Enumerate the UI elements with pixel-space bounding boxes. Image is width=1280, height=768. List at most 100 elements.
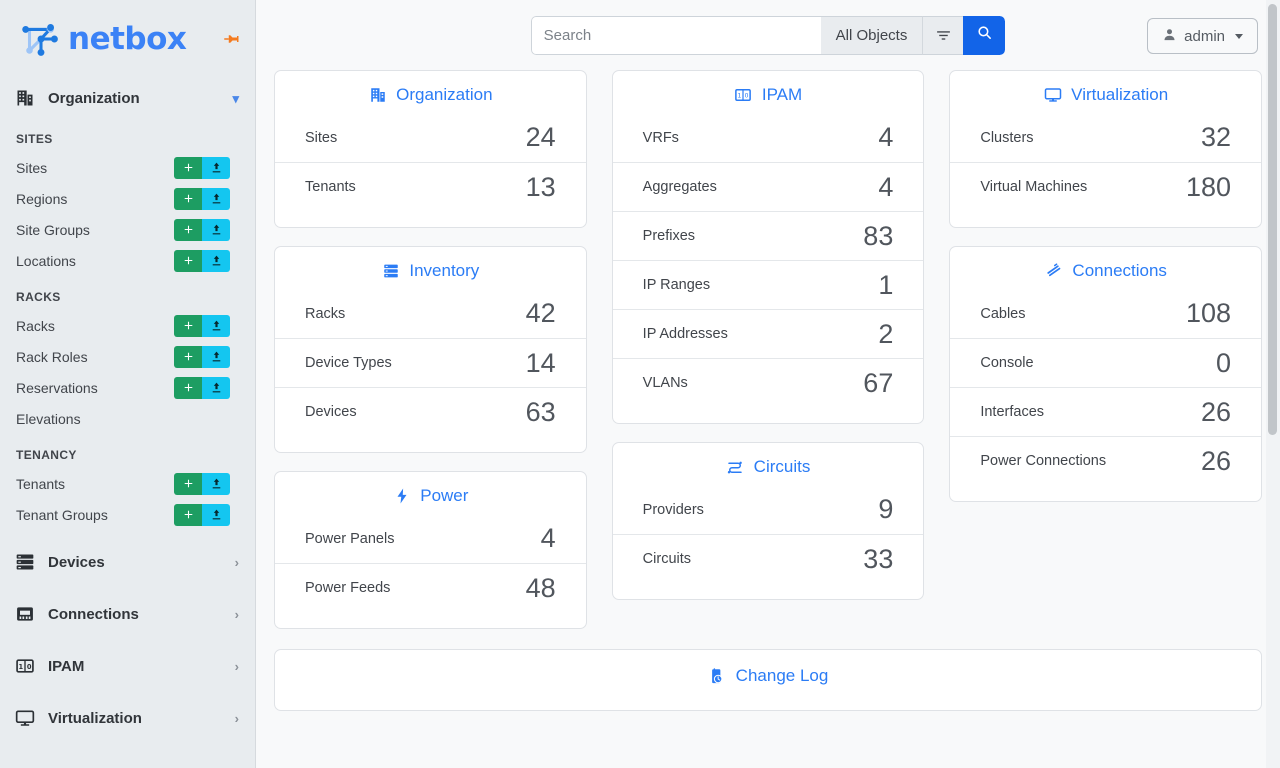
stat-value: 33 — [863, 543, 894, 574]
stat-value: 67 — [863, 367, 894, 398]
import-sites-button[interactable] — [202, 156, 230, 179]
stat-row[interactable]: Interfaces 26 — [950, 387, 1262, 436]
add-locations-button[interactable] — [174, 249, 202, 272]
page-scrollbar-thumb[interactable] — [1268, 4, 1277, 435]
brand-header[interactable]: netbox — [0, 0, 255, 78]
sidebar-item-reservations[interactable]: Reservations — [0, 372, 255, 403]
stat-row[interactable]: Device Types 14 — [275, 338, 586, 387]
sidebar-item-tenant-groups[interactable]: Tenant Groups — [0, 499, 255, 530]
import-locations-button[interactable] — [202, 249, 230, 272]
stat-label: Prefixes — [642, 228, 696, 244]
stat-row[interactable]: Virtual Machines 180 — [950, 162, 1262, 211]
sidebar-item-locations[interactable]: Locations — [0, 245, 255, 276]
stat-row[interactable]: Circuits 33 — [612, 534, 924, 583]
add-site-groups-button[interactable] — [174, 218, 202, 241]
stat-row[interactable]: Console 0 — [950, 338, 1262, 387]
card-title-circuits[interactable]: Circuits — [613, 457, 924, 485]
sidebar-group-devices[interactable]: Devices › — [0, 542, 255, 582]
card-title-changelog[interactable]: Change Log — [275, 666, 1261, 694]
inventory-icon — [381, 262, 400, 281]
sidebar-group-connections[interactable]: Connections › — [0, 594, 255, 634]
add-racks-button[interactable] — [174, 314, 202, 337]
add-tenants-button[interactable] — [174, 472, 202, 495]
stat-value: 2 — [878, 318, 894, 349]
stat-value: 63 — [525, 396, 556, 427]
page-scrollbar-track[interactable] — [1266, 0, 1280, 768]
stat-label: Circuits — [642, 551, 692, 567]
stat-row[interactable]: Power Panels 4 — [275, 514, 586, 563]
stat-row[interactable]: Cables 108 — [950, 289, 1261, 338]
organization-icon — [14, 87, 36, 109]
user-menu-button[interactable]: admin — [1147, 18, 1258, 54]
organization-icon — [368, 86, 387, 105]
sidebar-item-label: Elevations — [16, 410, 81, 427]
import-regions-button[interactable] — [202, 187, 230, 210]
card-title-virtualization[interactable]: Virtualization — [950, 85, 1261, 113]
sidebar-item-label: Tenants — [16, 475, 66, 492]
sidebar-item-racks[interactable]: Racks — [0, 310, 255, 341]
card-changelog: Change Log — [274, 649, 1262, 711]
stat-label: Cables — [980, 305, 1026, 322]
sidebar-item-sites[interactable]: Sites — [0, 152, 255, 183]
card-title-ipam[interactable]: 1 0 IPAM — [613, 85, 924, 113]
add-reservations-button[interactable] — [174, 376, 202, 399]
sidebar-group-label: IPAM — [48, 657, 85, 675]
stat-row[interactable]: Tenants 13 — [275, 162, 586, 211]
sidebar-group-organization[interactable]: Organization ▾ — [0, 78, 255, 118]
sidebar-item-tenants[interactable]: Tenants — [0, 468, 255, 499]
card-title-inventory[interactable]: Inventory — [275, 261, 586, 289]
stat-row[interactable]: Aggregates 4 — [612, 162, 924, 211]
sidebar-item-actions — [174, 503, 230, 526]
filter-icon[interactable] — [922, 15, 964, 55]
sidebar-item-actions — [174, 345, 230, 368]
stat-row[interactable]: Power Connections 26 — [950, 436, 1262, 485]
stat-row[interactable]: Providers 9 — [613, 485, 924, 534]
sidebar-group-virtualization[interactable]: Virtualization › — [0, 698, 255, 738]
stat-row[interactable]: VRFs 4 — [613, 113, 924, 162]
stat-row[interactable]: Racks 42 — [275, 289, 586, 338]
person-icon — [1162, 27, 1177, 46]
card-power: Power Power Panels 4 Power Feeds 48 — [274, 471, 587, 629]
user-menu-label: admin — [1184, 27, 1225, 45]
sidebar-item-regions[interactable]: Regions — [0, 183, 255, 214]
add-tenant-groups-button[interactable] — [174, 503, 202, 526]
sidebar-item-elevations[interactable]: Elevations — [0, 403, 255, 434]
sidebar-item-rack-roles[interactable]: Rack Roles — [0, 341, 255, 372]
search-input[interactable] — [530, 15, 821, 55]
add-rack-roles-button[interactable] — [174, 345, 202, 368]
main-content: All Objects — [256, 0, 1280, 768]
card-title-organization[interactable]: Organization — [275, 85, 586, 113]
add-regions-button[interactable] — [174, 187, 202, 210]
import-reservations-button[interactable] — [202, 376, 230, 399]
import-tenant-groups-button[interactable] — [202, 503, 230, 526]
stat-row[interactable]: Clusters 32 — [950, 113, 1261, 162]
search-scope-selector[interactable]: All Objects — [820, 15, 923, 55]
import-site-groups-button[interactable] — [202, 218, 230, 241]
card-title-label: Change Log — [735, 666, 829, 685]
pin-icon[interactable] — [221, 29, 241, 49]
sidebar-group-ipam[interactable]: 1 0 IPAM › — [0, 646, 255, 686]
sidebar-item-site-groups[interactable]: Site Groups — [0, 214, 255, 245]
netbox-logo-icon — [18, 16, 64, 62]
import-tenants-button[interactable] — [202, 472, 230, 495]
stat-row[interactable]: VLANs 67 — [612, 358, 924, 407]
stat-row[interactable]: Devices 63 — [275, 387, 586, 436]
stat-row[interactable]: IP Addresses 2 — [612, 309, 924, 358]
sidebar-group-label: Virtualization — [48, 709, 142, 727]
connections-icon — [1044, 262, 1063, 281]
stat-value: 26 — [1200, 445, 1232, 476]
stat-row[interactable]: Power Feeds 48 — [275, 563, 586, 612]
card-title-power[interactable]: Power — [275, 486, 586, 514]
search-scope-label: All Objects — [835, 26, 908, 44]
dashboard-column-1: Organization Sites 24 Tenants 13 — [274, 70, 587, 629]
search-submit-button[interactable] — [963, 15, 1006, 55]
stat-row[interactable]: Prefixes 83 — [612, 211, 924, 260]
import-rack-roles-button[interactable] — [202, 345, 230, 368]
stat-row[interactable]: Sites 24 — [275, 113, 586, 162]
import-racks-button[interactable] — [202, 314, 230, 337]
stat-row[interactable]: IP Ranges 1 — [612, 260, 924, 309]
card-title-connections[interactable]: Connections — [950, 261, 1261, 289]
card-title-label: Virtualization — [1071, 85, 1169, 104]
add-sites-button[interactable] — [174, 156, 202, 179]
